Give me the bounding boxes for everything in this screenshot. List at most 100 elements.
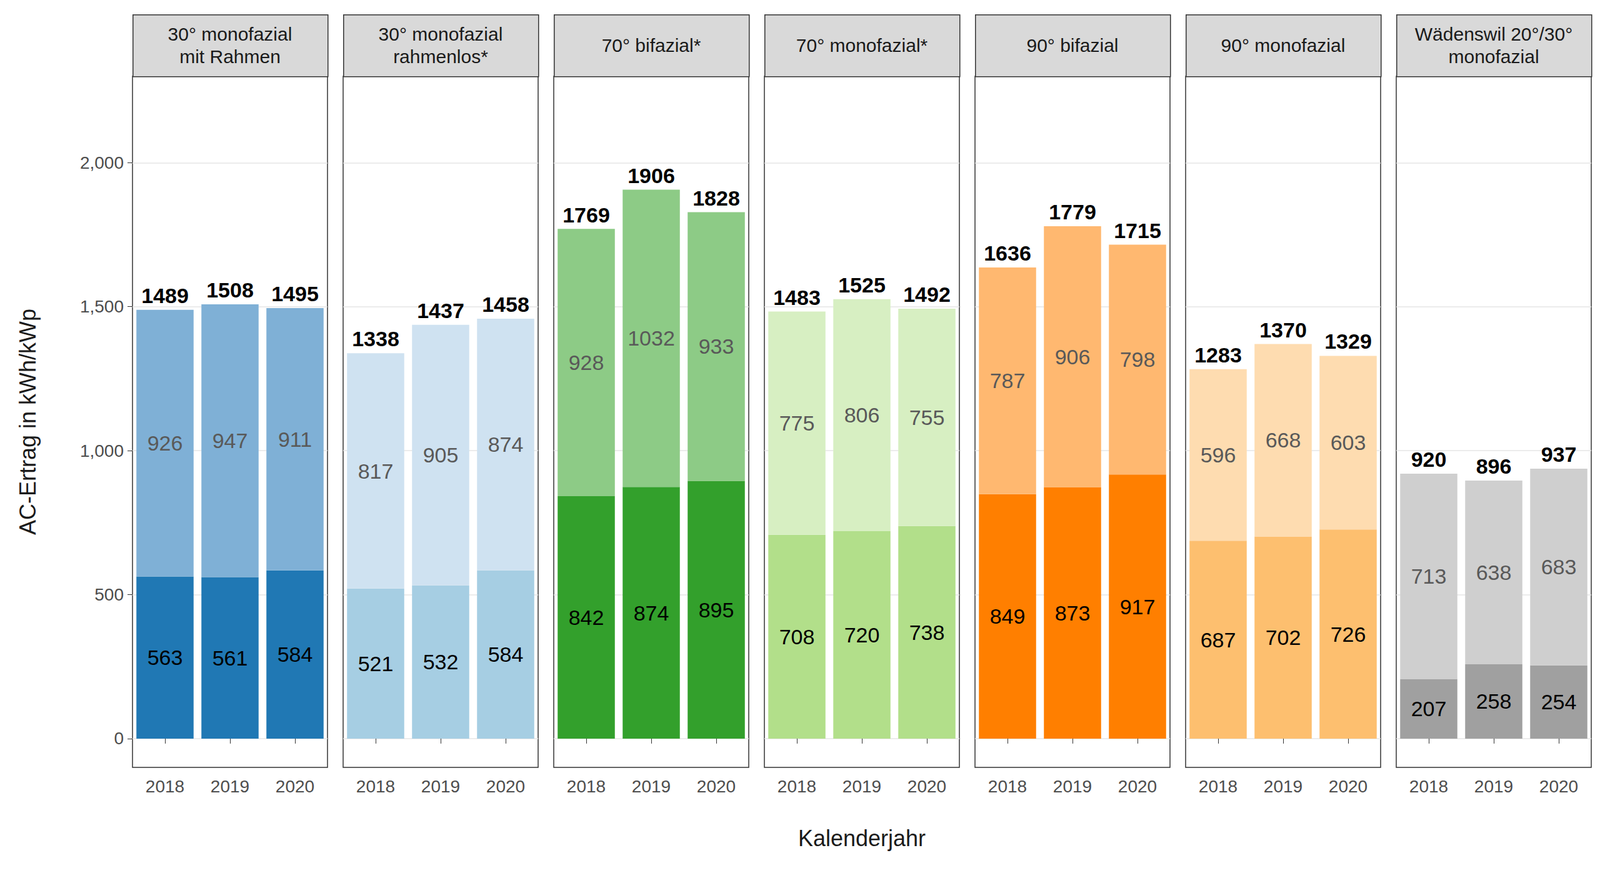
svg-text:70° bifazial*: 70° bifazial* (601, 35, 702, 56)
svg-text:1492: 1492 (903, 282, 951, 307)
svg-text:2020: 2020 (1118, 776, 1157, 797)
svg-text:906: 906 (1055, 345, 1091, 369)
svg-text:775: 775 (779, 411, 815, 435)
svg-text:584: 584 (488, 642, 524, 667)
svg-text:920: 920 (1411, 447, 1447, 472)
svg-text:1715: 1715 (1113, 218, 1162, 243)
svg-text:AC-Ertrag in kWh/kWp: AC-Ertrag in kWh/kWp (15, 308, 41, 535)
svg-text:917: 917 (1120, 595, 1156, 619)
svg-text:905: 905 (423, 443, 459, 467)
svg-text:2020: 2020 (696, 776, 736, 797)
svg-text:2020: 2020 (1539, 776, 1579, 797)
svg-text:2020: 2020 (907, 776, 947, 797)
svg-text:713: 713 (1411, 564, 1447, 589)
svg-text:1906: 1906 (627, 163, 675, 188)
svg-text:1495: 1495 (271, 281, 319, 306)
svg-text:911: 911 (278, 427, 312, 452)
svg-text:726: 726 (1330, 622, 1367, 647)
svg-text:254: 254 (1541, 690, 1577, 714)
svg-text:90° monofazial: 90° monofazial (1221, 35, 1346, 56)
svg-text:500: 500 (94, 585, 124, 605)
svg-text:874: 874 (633, 601, 670, 625)
svg-text:563: 563 (147, 645, 184, 670)
svg-text:1508: 1508 (206, 278, 254, 302)
svg-text:787: 787 (990, 368, 1026, 393)
svg-text:1032: 1032 (627, 326, 675, 350)
svg-text:798: 798 (1120, 347, 1156, 372)
svg-text:2018: 2018 (1198, 776, 1238, 797)
svg-text:2019: 2019 (1053, 776, 1092, 797)
svg-text:2019: 2019 (1263, 776, 1303, 797)
svg-text:2019: 2019 (421, 776, 460, 797)
svg-text:1525: 1525 (838, 273, 886, 297)
svg-text:937: 937 (1541, 442, 1577, 467)
svg-text:2018: 2018 (356, 776, 395, 797)
svg-text:561: 561 (212, 646, 249, 670)
svg-text:532: 532 (423, 650, 459, 674)
svg-text:874: 874 (488, 432, 524, 457)
svg-text:687: 687 (1200, 628, 1237, 652)
svg-text:603: 603 (1330, 430, 1367, 455)
svg-text:2018: 2018 (145, 776, 185, 797)
svg-text:755: 755 (909, 405, 945, 430)
svg-text:monofazial: monofazial (1448, 46, 1539, 67)
svg-text:30° monofazial: 30° monofazial (378, 23, 504, 45)
svg-text:70° monofazial*: 70° monofazial* (796, 35, 929, 56)
svg-text:738: 738 (909, 620, 945, 645)
svg-text:926: 926 (147, 431, 184, 455)
svg-text:1779: 1779 (1048, 200, 1097, 224)
svg-text:0: 0 (113, 728, 124, 749)
svg-text:1458: 1458 (481, 292, 530, 317)
svg-text:702: 702 (1265, 625, 1302, 650)
svg-text:2,000: 2,000 (80, 153, 124, 173)
svg-text:817: 817 (358, 459, 394, 484)
svg-text:1489: 1489 (141, 283, 189, 308)
svg-text:584: 584 (277, 642, 314, 667)
svg-text:2020: 2020 (1328, 776, 1368, 797)
svg-text:1769: 1769 (562, 203, 610, 227)
svg-text:596: 596 (1200, 443, 1237, 467)
svg-text:1636: 1636 (983, 241, 1032, 265)
svg-text:928: 928 (568, 350, 605, 375)
svg-text:1370: 1370 (1259, 318, 1307, 342)
svg-text:2020: 2020 (486, 776, 525, 797)
svg-text:933: 933 (698, 334, 735, 359)
svg-text:2019: 2019 (631, 776, 671, 797)
svg-text:1437: 1437 (416, 298, 465, 323)
svg-text:90° bifazial: 90° bifazial (1026, 35, 1119, 56)
svg-text:258: 258 (1476, 689, 1512, 714)
svg-text:1329: 1329 (1324, 329, 1372, 354)
svg-text:2018: 2018 (566, 776, 606, 797)
svg-text:rahmenlos*: rahmenlos* (393, 46, 489, 67)
svg-text:2019: 2019 (1474, 776, 1514, 797)
svg-text:2019: 2019 (210, 776, 250, 797)
svg-text:806: 806 (844, 403, 880, 427)
svg-text:Kalenderjahr: Kalenderjahr (798, 825, 926, 852)
svg-text:2020: 2020 (275, 776, 315, 797)
svg-text:638: 638 (1476, 560, 1512, 585)
svg-text:895: 895 (698, 598, 735, 622)
svg-text:521: 521 (358, 651, 394, 676)
svg-text:683: 683 (1541, 555, 1577, 579)
svg-text:1828: 1828 (692, 186, 740, 210)
svg-text:896: 896 (1476, 454, 1512, 479)
svg-text:2018: 2018 (988, 776, 1027, 797)
svg-text:842: 842 (568, 605, 605, 630)
svg-text:1283: 1283 (1194, 343, 1242, 367)
svg-text:720: 720 (844, 623, 880, 647)
svg-text:2018: 2018 (1409, 776, 1449, 797)
svg-text:30° monofazial: 30° monofazial (168, 23, 293, 45)
svg-text:207: 207 (1411, 696, 1447, 721)
svg-text:849: 849 (990, 604, 1026, 629)
svg-text:947: 947 (212, 428, 249, 453)
svg-text:1,000: 1,000 (80, 441, 124, 461)
svg-text:Wädenswil 20°/30°: Wädenswil 20°/30° (1415, 23, 1573, 45)
svg-text:708: 708 (779, 625, 815, 649)
svg-text:1338: 1338 (351, 326, 400, 351)
svg-text:2019: 2019 (842, 776, 882, 797)
svg-text:1,500: 1,500 (80, 296, 124, 317)
svg-text:mit Rahmen: mit Rahmen (179, 46, 281, 67)
svg-text:668: 668 (1265, 428, 1302, 452)
svg-text:2018: 2018 (777, 776, 817, 797)
svg-text:873: 873 (1055, 601, 1091, 625)
